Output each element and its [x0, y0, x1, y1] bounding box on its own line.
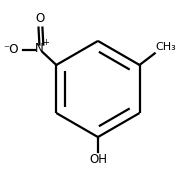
Text: +: +	[42, 38, 49, 47]
Text: O: O	[36, 12, 45, 25]
Text: ⁻O: ⁻O	[3, 43, 19, 56]
Text: OH: OH	[89, 153, 107, 166]
Text: CH₃: CH₃	[156, 42, 176, 52]
Text: N: N	[35, 42, 44, 56]
